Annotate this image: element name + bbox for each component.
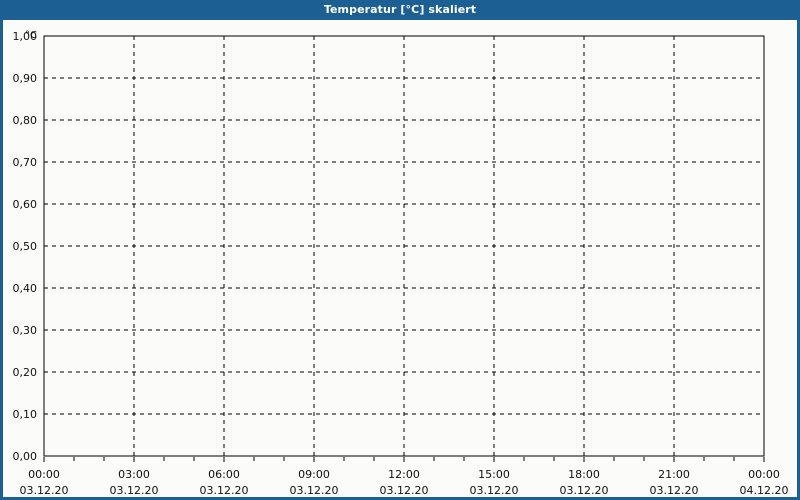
x-tick-label-time: 06:00 bbox=[208, 468, 240, 481]
y-tick-label: 0,90 bbox=[13, 72, 38, 85]
x-tick-label-time: 00:00 bbox=[28, 468, 60, 481]
x-tick-label-time: 18:00 bbox=[568, 468, 600, 481]
y-unit-label: °C bbox=[25, 30, 37, 41]
y-axis-tick-labels: 1,00 0,90 0,80 0,70 0,60 0,50 0,40 0,30 0,20 0,10… bbox=[13, 30, 38, 463]
x-tick-label-time: 21:00 bbox=[658, 468, 690, 481]
axis-lines bbox=[43, 35, 765, 457]
y-tick-label: 0,50 bbox=[13, 240, 38, 253]
axis-tick-marks bbox=[43, 457, 765, 462]
x-tick-label-date: 03.12.20 bbox=[290, 484, 339, 497]
x-axis-tick-labels: 00:00 03.12.20 03:00 03.12.20 06:00 03.12.20 0… bbox=[20, 468, 789, 497]
x-tick-label-time: 00:00 bbox=[748, 468, 780, 481]
x-tick-label-time: 12:00 bbox=[388, 468, 420, 481]
x-tick-label-date: 03.12.20 bbox=[200, 484, 249, 497]
x-tick-label-date: 03.12.20 bbox=[650, 484, 699, 497]
chart-svg: 1,00 0,90 0,80 0,70 0,60 0,50 0,40 0,30 0,20 0,10… bbox=[3, 20, 797, 497]
y-tick-label: 0,20 bbox=[13, 366, 38, 379]
y-tick-label: 0,80 bbox=[13, 114, 38, 127]
y-tick-label: 0,70 bbox=[13, 156, 38, 169]
y-tick-label: 0,40 bbox=[13, 282, 38, 295]
y-tick-label: 0,30 bbox=[13, 324, 38, 337]
x-tick-label-date: 03.12.20 bbox=[470, 484, 519, 497]
y-tick-label: 0,60 bbox=[13, 198, 38, 211]
x-tick-label-date: 04.12.20 bbox=[740, 484, 789, 497]
window-title: Temperatur [°C] skaliert bbox=[3, 0, 797, 20]
y-tick-label: 0,00 bbox=[13, 450, 38, 463]
chart-canvas: 1,00 0,90 0,80 0,70 0,60 0,50 0,40 0,30 0,20 0,10… bbox=[3, 20, 797, 497]
y-tick-label: 0,10 bbox=[13, 408, 38, 421]
y-axis-unit-label: °C bbox=[25, 30, 37, 41]
x-tick-label-time: 15:00 bbox=[478, 468, 510, 481]
x-tick-label-date: 03.12.20 bbox=[20, 484, 69, 497]
x-tick-label-date: 03.12.20 bbox=[560, 484, 609, 497]
x-tick-label-time: 09:00 bbox=[298, 468, 330, 481]
y-tick-label: 1,00 bbox=[13, 30, 38, 43]
x-tick-label-date: 03.12.20 bbox=[110, 484, 159, 497]
x-tick-label-time: 03:00 bbox=[118, 468, 150, 481]
x-tick-label-date: 03.12.20 bbox=[380, 484, 429, 497]
